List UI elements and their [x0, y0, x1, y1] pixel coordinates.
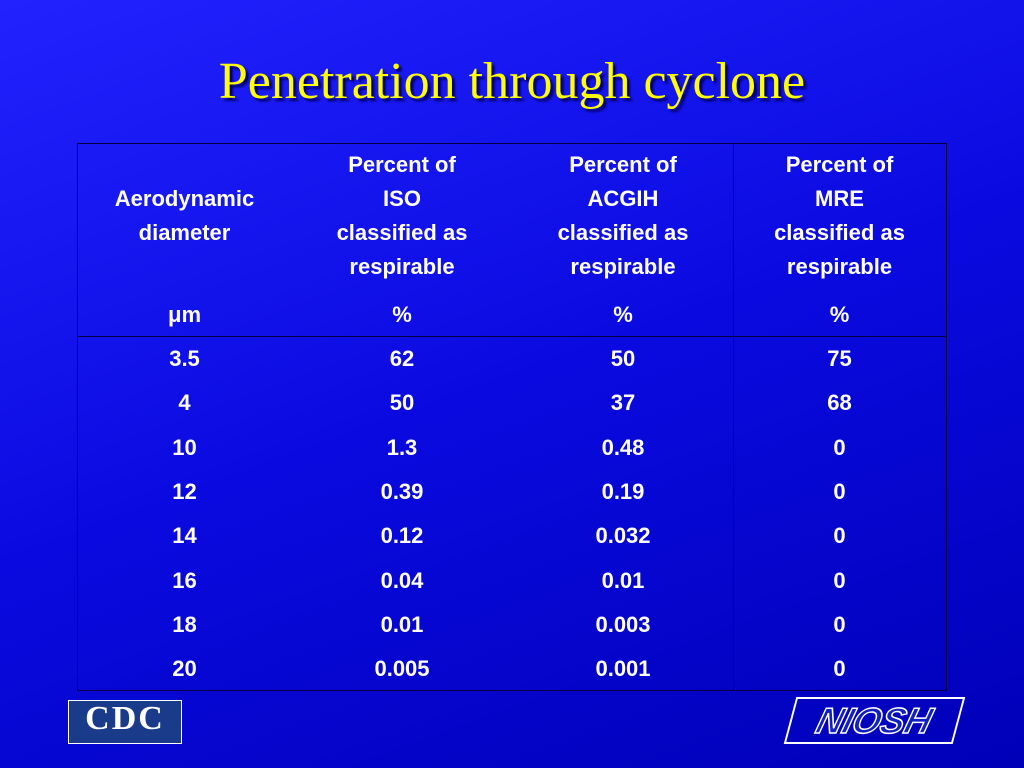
header-divider: [78, 336, 946, 337]
table-cell: 0.032: [595, 523, 651, 549]
table-cell: 0.39: [380, 478, 424, 504]
header-text: respirable: [349, 254, 455, 279]
table-cell: 10: [172, 434, 197, 460]
header-text: respirable: [786, 254, 893, 279]
table-cell: 16: [172, 567, 197, 593]
unit-text: μm: [167, 302, 202, 327]
table-cell: 20: [172, 656, 197, 682]
table-cell: 0.01: [380, 611, 424, 637]
table-cell: 0.005: [374, 656, 430, 682]
header-text: diameter: [138, 220, 231, 245]
unit-text: %: [613, 302, 633, 327]
table-cell: 0.19: [601, 478, 645, 504]
header-text: Percent of: [785, 152, 894, 177]
column-divider: [733, 144, 734, 690]
table-cell: 1.3: [386, 434, 418, 460]
header-text: classified as: [557, 220, 689, 245]
table-cell: 62: [389, 346, 415, 371]
table-cell: 0: [833, 567, 846, 593]
table-cell: 75: [827, 346, 852, 371]
table-cell: 0: [833, 611, 846, 637]
table-cell: 0: [833, 656, 846, 682]
table-cell: 18: [172, 611, 197, 637]
table-cell: 0.04: [380, 567, 424, 593]
table-cell: 0.48: [601, 434, 645, 460]
header-text: ISO: [383, 186, 421, 211]
table-cell: 50: [610, 346, 636, 371]
slide-title: Penetration through cyclone: [218, 53, 806, 110]
table-cell: 68: [827, 390, 852, 416]
table-cell: 14: [172, 523, 197, 549]
table-cell: 0.001: [595, 656, 651, 682]
header-text: classified as: [336, 220, 468, 245]
unit-text: %: [829, 302, 850, 327]
table-cell: 0: [833, 434, 846, 460]
table-cell: 3.5: [169, 346, 200, 371]
table-cell: 0.12: [380, 523, 424, 549]
table-cell: 0: [833, 478, 846, 504]
table-cell: 0.003: [595, 611, 651, 637]
header-text: Aerodynamic: [114, 186, 255, 211]
header-text: Percent of: [348, 152, 456, 177]
table-cell: 37: [610, 390, 636, 416]
header-text: MRE: [815, 186, 864, 211]
table-cell: 4: [178, 390, 191, 416]
header-text: classified as: [774, 220, 905, 245]
unit-text: %: [392, 302, 412, 327]
table-cell: 50: [389, 390, 415, 416]
header-text: respirable: [570, 254, 676, 279]
table-cell: 12: [172, 478, 197, 504]
table-cell: 0: [833, 523, 846, 549]
header-text: ACGIH: [587, 186, 659, 211]
niosh-logo: NIOSH: [783, 697, 966, 744]
header-text: Percent of: [569, 152, 677, 177]
table: Aerodynamic diameter Percent of ISO classifi…: [77, 143, 947, 691]
cdc-logo: CDC: [68, 700, 182, 744]
table-cell: 0.01: [601, 567, 645, 593]
